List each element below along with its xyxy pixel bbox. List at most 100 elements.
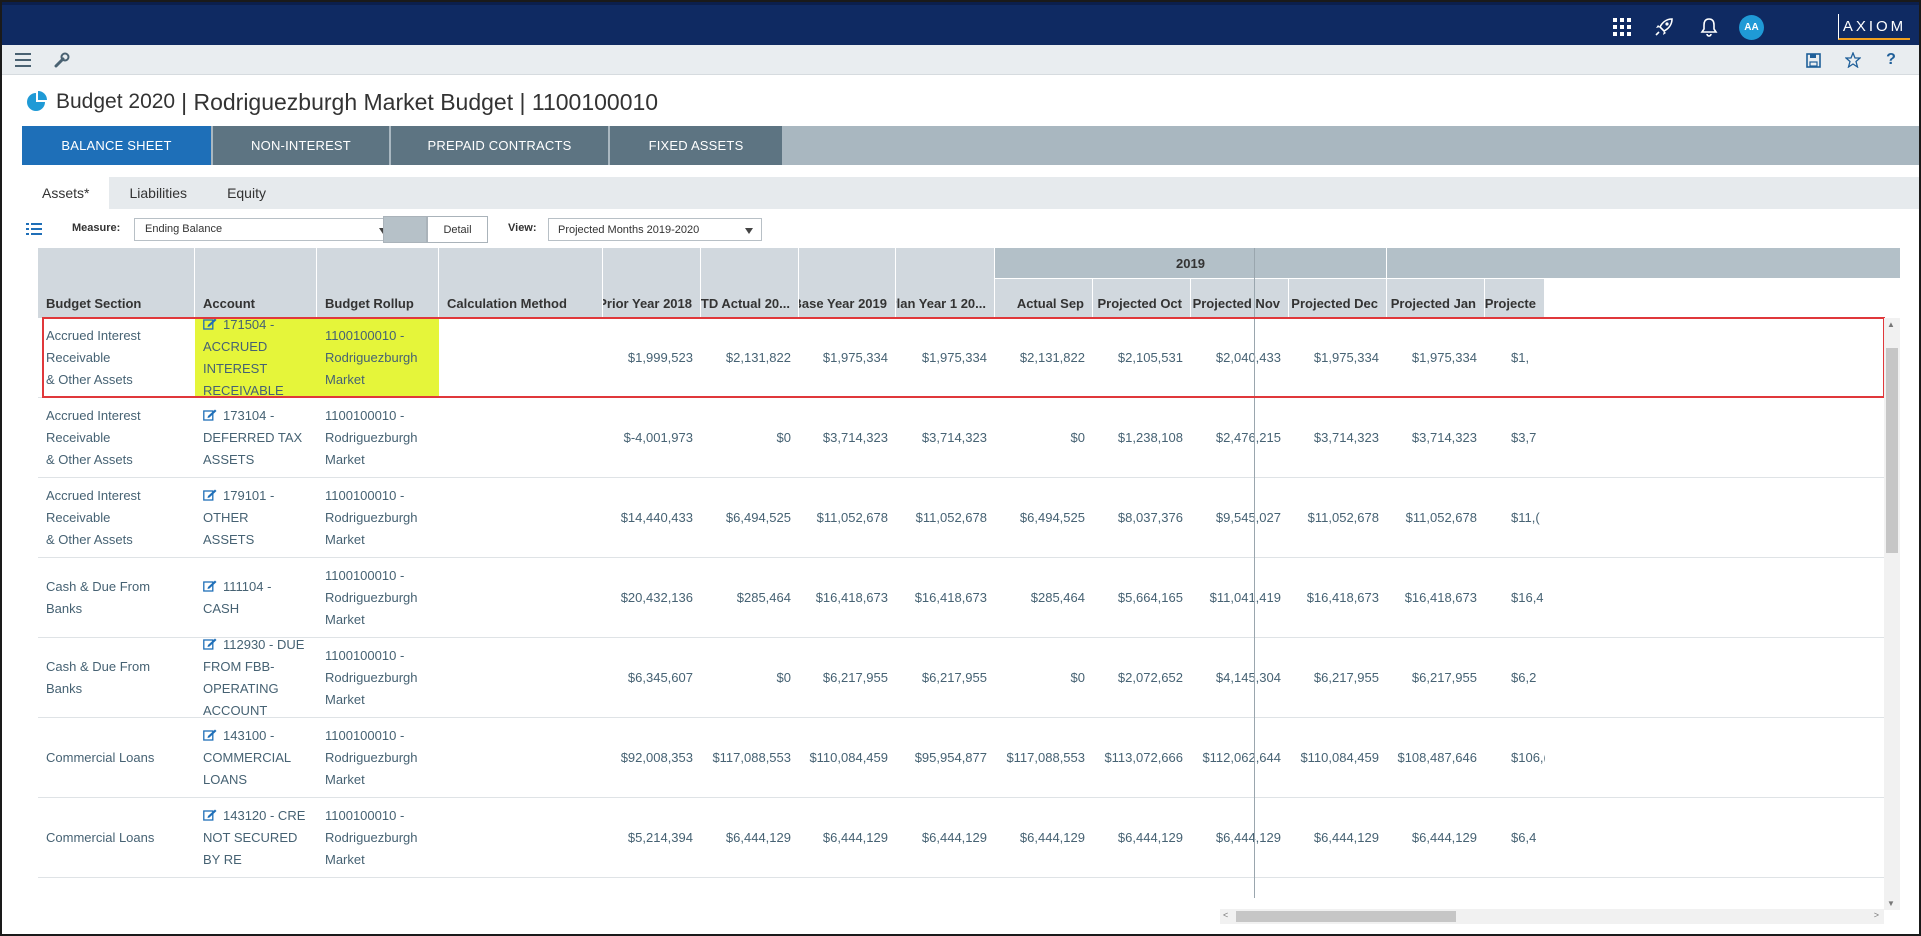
col-calculation-method-cell[interactable] (439, 638, 603, 718)
col-plan-year-1-cell[interactable]: $6,217,955 (921, 670, 987, 685)
col-projected-dec-cell[interactable]: $110,084,459 (1300, 750, 1379, 765)
col-budget-section-cell[interactable]: Cash & Due From Banks (38, 558, 195, 638)
col-projected-jan-cell[interactable]: $6,444,129 (1411, 830, 1477, 845)
col-budget-rollup-cell[interactable]: 1100100010 - Rodriguezburgh Market (317, 638, 439, 718)
col-budget-rollup-cell[interactable]: 1100100010 - Rodriguezburgh Market (317, 718, 439, 798)
col-actual-sep-cell[interactable]: $117,088,553 (1006, 750, 1085, 765)
col-calculation-method-cell[interactable] (439, 398, 603, 478)
col-ytd-actual-cell[interactable]: $6,494,525 (725, 510, 791, 525)
table-row[interactable]: Accrued Interest Receivable & Other Asset… (38, 317, 1900, 398)
col-ytd-actual-cell[interactable]: $0 (776, 430, 791, 445)
col-account-cell[interactable]: 143120 - CRE NOT SECURED BY RE (195, 798, 317, 878)
col-account-cell[interactable]: 111104 - CASH (195, 558, 317, 638)
col-projected-oct-header[interactable]: Projected Oct (1093, 279, 1191, 318)
horizontal-scrollbar[interactable]: < > (1220, 909, 1884, 924)
edit-icon[interactable] (203, 318, 217, 330)
col-base-year-2019-cell[interactable]: $11,052,678 (816, 510, 888, 525)
col-ytd-actual-header[interactable]: YTD Actual 20... (701, 248, 799, 318)
edit-icon[interactable] (203, 809, 217, 821)
col-projected-oct-cell[interactable]: $2,105,531 (1117, 350, 1183, 365)
col-prior-year-2018-cell[interactable]: $5,214,394 (627, 830, 693, 845)
col-plan-year-1-cell[interactable]: $3,714,323 (921, 430, 987, 445)
edit-icon[interactable] (203, 409, 217, 421)
col-projected-nov-cell[interactable]: $11,041,419 (1209, 590, 1281, 605)
col-projected-nov-cell[interactable]: $2,040,433 (1215, 350, 1281, 365)
detail-toggle[interactable]: Detail (427, 216, 488, 243)
col-projected-oct-cell[interactable]: $6,444,129 (1117, 830, 1183, 845)
col-projected-feb-cell[interactable]: $16,4 (1511, 590, 1544, 605)
col-calculation-method-cell[interactable] (439, 718, 603, 798)
col-ytd-actual-cell[interactable]: $117,088,553 (712, 750, 791, 765)
avatar[interactable]: AA (1739, 15, 1764, 40)
detail-toggle-switch[interactable] (383, 216, 427, 243)
col-account-cell[interactable]: 112930 - DUE FROM FBB- OPERATING ACCOUNT (195, 637, 317, 718)
star-icon[interactable] (1842, 50, 1864, 70)
col-budget-section-cell[interactable]: Accrued Interest Receivable & Other Asset… (38, 398, 195, 478)
col-budget-section-cell[interactable]: Cash & Due From Banks (38, 638, 195, 718)
col-projected-dec-cell[interactable]: $3,714,323 (1313, 430, 1379, 445)
col-projected-nov-cell[interactable]: $6,444,129 (1215, 830, 1281, 845)
table-row[interactable]: Accrued Interest Receivable & Other Asset… (38, 398, 1900, 478)
edit-icon[interactable] (203, 638, 217, 650)
edit-icon[interactable] (203, 729, 217, 741)
col-prior-year-2018-cell[interactable]: $14,440,433 (620, 510, 693, 525)
col-prior-year-2018-cell[interactable]: $20,432,136 (620, 590, 693, 605)
col-prior-year-2018-cell[interactable]: $6,345,607 (627, 670, 693, 685)
col-calculation-method-cell[interactable] (439, 558, 603, 638)
col-account-cell[interactable]: 143100 - COMMERCIAL LOANS (195, 718, 317, 798)
col-base-year-2019-cell[interactable]: $6,217,955 (822, 670, 888, 685)
col-account-cell[interactable]: 179101 - OTHER ASSETS (195, 478, 317, 558)
edit-icon[interactable] (203, 580, 217, 592)
measure-dropdown[interactable]: Ending Balance (134, 218, 396, 241)
vertical-scroll-thumb[interactable] (1886, 348, 1898, 553)
col-base-year-2019-cell[interactable]: $110,084,459 (809, 750, 888, 765)
col-budget-rollup-header[interactable]: Budget Rollup (317, 248, 439, 318)
col-budget-section-cell[interactable]: Accrued Interest Receivable & Other Asset… (38, 478, 195, 558)
rocket-icon[interactable] (1651, 15, 1677, 39)
vertical-scrollbar[interactable]: ▲ ▼ (1884, 318, 1900, 910)
col-plan-year-1-cell[interactable]: $16,418,673 (914, 590, 987, 605)
col-projected-feb-header[interactable]: Projecte (1485, 279, 1545, 318)
table-row[interactable]: Commercial Loans 143120 - CRE NOT SECURED … (38, 798, 1900, 878)
col-plan-year-1-cell[interactable]: $1,975,334 (921, 350, 987, 365)
col-calculation-method-cell[interactable] (439, 318, 603, 398)
col-budget-rollup-cell[interactable]: 1100100010 - Rodriguezburgh Market (317, 798, 439, 878)
col-plan-year-1-cell[interactable]: $6,444,129 (921, 830, 987, 845)
tab-fixed-assets[interactable]: FIXED ASSETS (610, 126, 782, 165)
tab-non-interest[interactable]: NON-INTEREST (213, 126, 389, 165)
col-projected-jan-cell[interactable]: $3,714,323 (1411, 430, 1477, 445)
col-projected-oct-cell[interactable]: $2,072,652 (1117, 670, 1183, 685)
tab-prepaid-contracts[interactable]: PREPAID CONTRACTS (391, 126, 608, 165)
col-calculation-method-cell[interactable] (439, 798, 603, 878)
col-actual-sep-cell[interactable]: $6,494,525 (1019, 510, 1085, 525)
col-projected-feb-cell[interactable]: $106,( (1511, 750, 1545, 765)
col-projected-nov-cell[interactable]: $112,062,644 (1202, 750, 1281, 765)
subtab-liabilities[interactable]: Liabilities (129, 185, 188, 201)
col-projected-dec-cell[interactable]: $1,975,334 (1313, 350, 1379, 365)
edit-icon[interactable] (203, 489, 217, 501)
col-projected-nov-cell[interactable]: $4,145,304 (1215, 670, 1281, 685)
col-account-header[interactable]: Account (195, 248, 317, 318)
col-plan-year-1-cell[interactable]: $11,052,678 (915, 510, 987, 525)
col-actual-sep-cell[interactable]: $285,464 (1030, 590, 1085, 605)
tab-balance-sheet[interactable]: BALANCE SHEET (22, 126, 211, 165)
view-dropdown[interactable]: Projected Months 2019-2020 (548, 218, 762, 241)
col-projected-feb-cell[interactable]: $6,4 (1511, 830, 1537, 845)
table-row[interactable]: Cash & Due From Banks 111104 - CASH 110010… (38, 558, 1900, 638)
col-projected-oct-cell[interactable]: $1,238,108 (1117, 430, 1183, 445)
col-projected-nov-cell[interactable]: $2,476,215 (1215, 430, 1281, 445)
col-plan-year-1-header[interactable]: Plan Year 1 20... (896, 248, 995, 318)
col-account-cell[interactable]: 173104 - DEFERRED TAX ASSETS (195, 398, 317, 478)
col-projected-dec-cell[interactable]: $6,444,129 (1313, 830, 1379, 845)
col-budget-rollup-cell[interactable]: 1100100010 - Rodriguezburgh Market (317, 478, 439, 558)
subtab-assets[interactable]: Assets* (22, 177, 110, 209)
menu-icon[interactable] (12, 50, 34, 70)
col-ytd-actual-cell[interactable]: $6,444,129 (725, 830, 791, 845)
scroll-right-icon[interactable]: > (1873, 910, 1879, 920)
list-view-icon[interactable] (26, 222, 42, 236)
col-calculation-method-header[interactable]: Calculation Method (439, 248, 603, 318)
table-row[interactable]: Commercial Loans 143100 - COMMERCIAL LOANS 1… (38, 718, 1900, 798)
subtab-equity[interactable]: Equity (227, 185, 266, 201)
table-row[interactable]: Accrued Interest Receivable & Other Asset… (38, 478, 1900, 558)
col-budget-rollup-cell[interactable]: 1100100010 - Rodriguezburgh Market (317, 318, 439, 398)
